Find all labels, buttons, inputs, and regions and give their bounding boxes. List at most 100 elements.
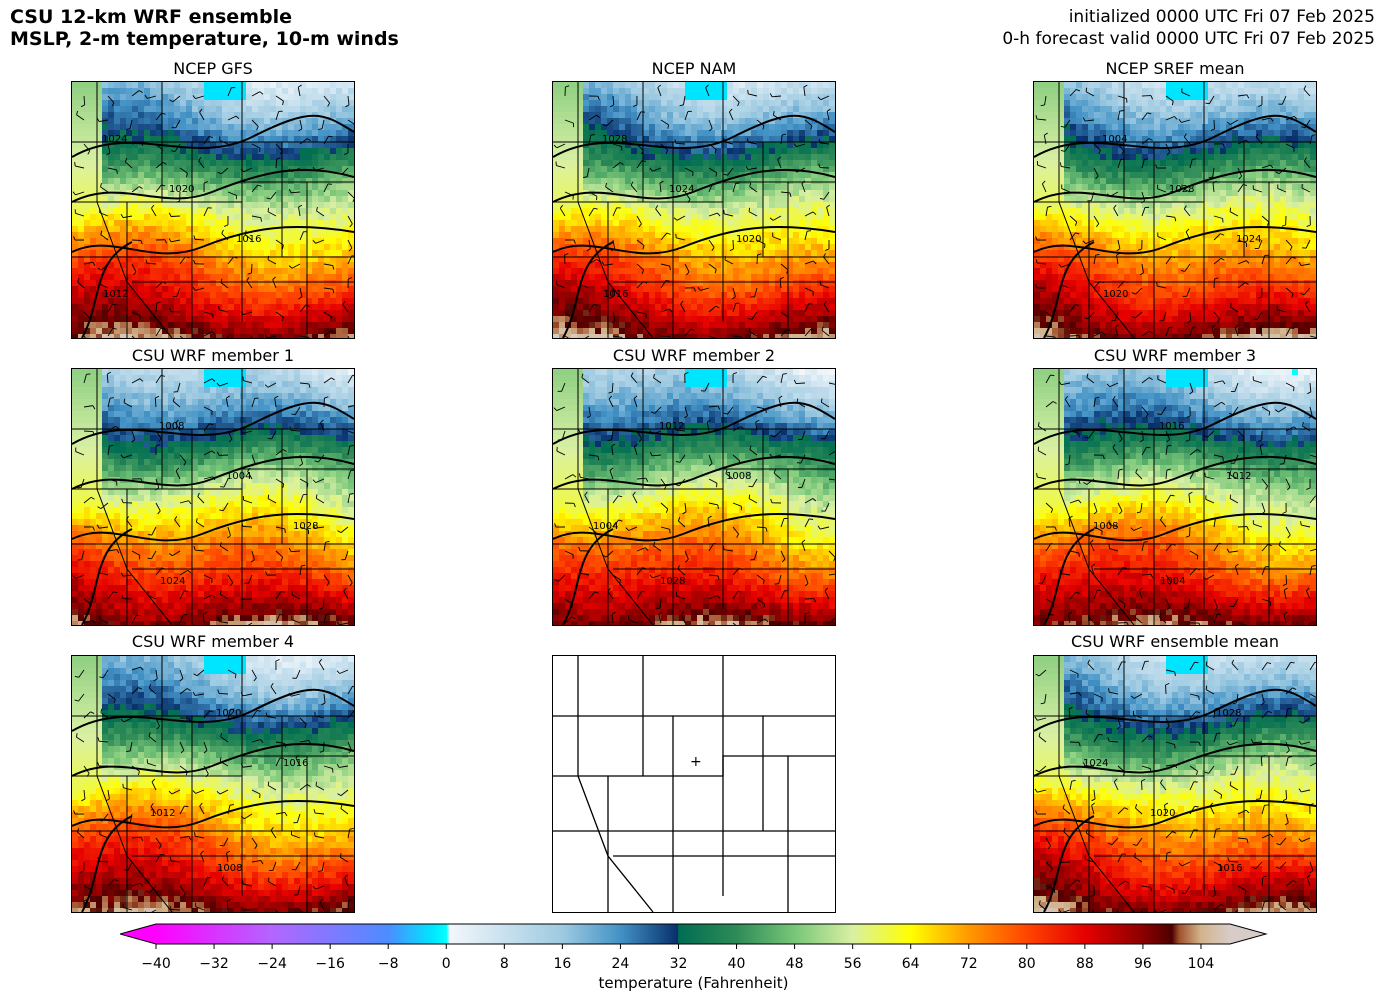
colorbar-tick-label: 96 [1133,956,1152,972]
panel-csu-wrf-member-3: 1016 1012 1008 1004 [1033,368,1317,626]
isobar-label: 1016 [1217,863,1242,874]
isobars: 1024 1020 1016 1012 [72,114,354,338]
location-marker: + [690,754,702,770]
isobar-label: 1004 [1160,576,1185,587]
temperature-field-svg: 1028 1024 1020 1016 [553,82,835,338]
colorbar-tick-label: 48 [785,956,804,972]
isobar-label: 1008 [726,471,751,482]
temperature-field-svg: 1016 1012 1008 1004 [1034,369,1316,625]
temperature-colorbar [120,923,1268,949]
temperature-field-svg: 1004 1028 1024 1020 [1034,82,1316,338]
colorbar-tick-label: −40 [141,956,171,972]
wind-barbs [1034,659,1316,912]
temperature-shading [1034,656,1316,912]
isobar-label: 1024 [1083,758,1108,769]
isobar-label: 1016 [283,758,308,769]
isobars: 1012 1008 1004 1028 [553,401,835,625]
isobar-label: 1020 [1103,289,1128,300]
temperature-field-svg: 1020 1016 1012 1008 [72,656,354,912]
colorbar-tick-label: 16 [553,956,572,972]
init-time: initialized 0000 UTC Fri 07 Feb 2025 [1068,7,1375,27]
panel-title-csu-wrf-member-1: CSU WRF member 1 [131,346,295,365]
colorbar-tick-label: −16 [315,956,345,972]
isobar-label: 1004 [226,471,251,482]
panel-csu-wrf-ensemble-mean: 1028 1024 1020 1016 [1033,655,1317,913]
wind-barbs [1036,373,1316,625]
panel-title-csu-wrf-ensemble-mean: CSU WRF ensemble mean [1070,632,1279,651]
isobar-label: 1004 [593,521,618,532]
state-boundaries [553,82,835,338]
isobar-label: 1028 [602,134,627,145]
reference-map-svg: + [553,656,835,912]
forecast-info: initialized 0000 UTC Fri 07 Feb 2025 0-h… [1002,6,1375,50]
isobars: 1028 1024 1020 1016 [553,114,835,338]
isobar-label: 1020 [1150,808,1175,819]
isobars: 1028 1024 1020 1016 [1034,688,1316,912]
panel-title-ncep-nam: NCEP NAM [651,59,737,78]
isobar-label: 1024 [102,134,127,145]
panel-title-csu-wrf-member-2: CSU WRF member 2 [612,346,776,365]
isobar-label: 1020 [216,708,241,719]
temperature-shading [72,369,354,625]
panel-csu-wrf-member-2: 1012 1008 1004 1028 [552,368,836,626]
wind-barbs [72,371,354,625]
isobar-label: 1012 [1226,471,1251,482]
colorbar-tick-label: −24 [257,956,287,972]
temperature-field-svg: 1012 1008 1004 1028 [553,369,835,625]
temperature-field-svg: 1008 1004 1028 1024 [72,369,354,625]
colorbar-tick-label: 72 [959,956,978,972]
isobar-label: 1008 [1093,521,1118,532]
panel-blank-reference-map: + [552,655,836,913]
temperature-shading [553,369,835,625]
state-boundaries [72,656,354,912]
colorbar-tick-label: 32 [669,956,688,972]
colorbar-tick-label: 56 [843,956,862,972]
state-boundaries [72,82,354,338]
isobar-label: 1016 [1159,421,1184,432]
panel-title-csu-wrf-member-3: CSU WRF member 3 [1093,346,1257,365]
panel-ncep-nam: 1028 1024 1020 1016 [552,81,836,339]
panel-csu-wrf-member-4: 1020 1016 1012 1008 [71,655,355,913]
state-boundaries [1034,82,1316,338]
wind-barbs [553,372,835,625]
state-boundaries [1034,369,1316,625]
state-boundaries [553,656,835,912]
state-boundaries [1034,656,1316,912]
isobar-label: 1024 [160,576,185,587]
colorbar-tick-label: 40 [727,956,746,972]
isobar-label: 1016 [603,289,628,300]
wind-barbs [1035,85,1316,338]
temperature-shading [1034,369,1316,625]
colorbar-tick-label: −32 [199,956,229,972]
temperature-field-svg: 1024 1020 1016 1012 [72,82,354,338]
wind-barbs [72,84,354,338]
wind-barbs [73,658,354,912]
isobar-label: 1008 [159,421,184,432]
colorbar-tick-label: 80 [1017,956,1036,972]
valid-time: 0-h forecast valid 0000 UTC Fri 07 Feb 2… [1002,29,1375,49]
wind-barbs [553,84,831,338]
panel-ncep-sref-mean: 1004 1028 1024 1020 [1033,81,1317,339]
isobar-label: 1012 [103,289,128,300]
temperature-shading [72,656,354,912]
panel-csu-wrf-member-1: 1008 1004 1028 1024 [71,368,355,626]
colorbar-tick-label: 8 [499,956,509,972]
panel-title-ncep-sref-mean: NCEP SREF mean [1105,59,1245,78]
isobar-label: 1028 [1169,184,1194,195]
isobar-label: 1008 [217,863,242,874]
isobars: 1004 1028 1024 1020 [1034,114,1316,338]
isobar-label: 1012 [150,808,175,819]
isobar-label: 1024 [1236,234,1261,245]
temperature-shading [553,82,835,338]
title-line-2: MSLP, 2-m temperature, 10-m winds [10,28,399,50]
colorbar-tick-label: −8 [377,956,399,972]
colorbar-tick-label: 64 [901,956,920,972]
isobar-label: 1028 [660,576,685,587]
colorbar-tick-label: 0 [441,956,451,972]
title-line-1: CSU 12-km WRF ensemble [10,6,292,28]
isobar-label: 1020 [736,234,761,245]
temperature-shading [1034,82,1316,338]
panel-title-csu-wrf-member-4: CSU WRF member 4 [131,632,295,651]
colorbar-label: temperature (Fahrenheit) [598,974,789,992]
isobar-label: 1028 [293,521,318,532]
